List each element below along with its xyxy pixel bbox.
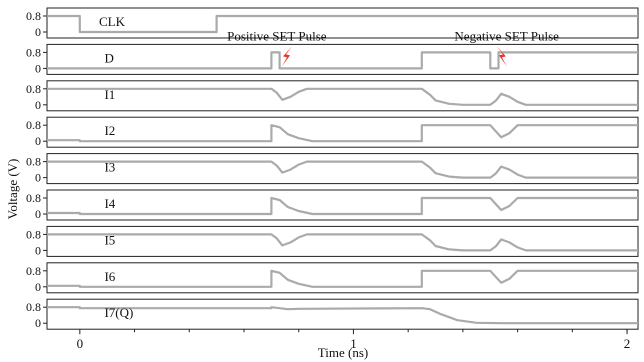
y-tick-label: 0 (35, 171, 41, 185)
panel-i5: 0 0.8 I5 (26, 225, 639, 257)
panel-i1: 0 0.8 I1 (26, 80, 639, 112)
panel-i3: 0 0.8 I3 (26, 153, 639, 185)
panel-frame (46, 43, 639, 75)
annotation-positive-set-pulse: Positive SET Pulse (227, 28, 327, 43)
panel-frame (46, 153, 639, 185)
series-line-clk (47, 14, 638, 34)
series-label-i5: I5 (104, 232, 115, 247)
y-tick-label: 0 (35, 25, 41, 39)
y-tick-label: 0 (35, 61, 41, 75)
y-tick-label: 0 (35, 316, 41, 330)
annotations: Positive SET Pulse Negative SET Pulse (227, 28, 559, 67)
series-line-i7-q (47, 306, 638, 325)
x-tick-label: 2 (624, 336, 631, 351)
panel-frame (46, 189, 639, 221)
series-label-i2: I2 (104, 123, 115, 138)
series-label-i3: I3 (104, 160, 115, 175)
panel-frame (46, 262, 639, 294)
series-line-i3 (47, 160, 638, 179)
panel-frame (46, 298, 639, 330)
y-tick-label: 0 (35, 280, 41, 294)
series-line-i2 (47, 124, 638, 143)
series-line-i6 (47, 269, 638, 288)
y-axis-label: Voltage (V) (5, 159, 20, 220)
panel-frame (46, 116, 639, 148)
series-label-i7-q: I7(Q) (104, 305, 133, 320)
panel-i7-q: 0 0.8 I7(Q) (26, 298, 639, 330)
series-label-d: D (104, 50, 113, 65)
y-tick-label: 0.8 (26, 227, 41, 241)
panels: 0 0.8 CLK 0 0.8 D 0 0.8 I1 0 0.8 I2 0 0.8 I3 0 0.8 I4 0 0.8… (26, 7, 639, 351)
panel-clk: 0 0.8 CLK (26, 7, 639, 39)
lightning-bolt-icon (496, 46, 507, 67)
series-line-d (47, 51, 638, 70)
panel-frame (46, 225, 639, 257)
panel-i2: 0 0.8 I2 (26, 116, 639, 148)
x-tick-label: 1 (350, 336, 357, 351)
panel-d: 0 0.8 D (26, 43, 639, 75)
y-tick-label: 0 (35, 207, 41, 221)
panel-frame (46, 7, 639, 39)
y-tick-label: 0 (35, 134, 41, 148)
y-tick-label: 0.8 (26, 45, 41, 59)
y-tick-label: 0 (35, 243, 41, 257)
series-label-i4: I4 (104, 196, 115, 211)
series-label-clk: CLK (99, 14, 126, 29)
series-line-i1 (47, 87, 638, 106)
series-label-i1: I1 (104, 87, 115, 102)
y-tick-label: 0.8 (26, 191, 41, 205)
y-tick-label: 0.8 (26, 300, 41, 314)
y-tick-label: 0.8 (26, 155, 41, 169)
series-line-i5 (47, 233, 638, 252)
y-tick-label: 0.8 (26, 118, 41, 132)
lightning-bolt-icon (282, 46, 292, 67)
y-tick-label: 0.8 (26, 264, 41, 278)
y-tick-label: 0.8 (26, 9, 41, 23)
panel-frame (46, 80, 639, 112)
series-label-i6: I6 (104, 269, 115, 284)
series-line-i4 (47, 196, 638, 216)
y-tick-label: 0.8 (26, 82, 41, 96)
x-axis-label: Time (ns) (318, 345, 368, 360)
y-tick-label: 0 (35, 98, 41, 112)
panel-i6: 0 0.8 I6 (26, 262, 639, 294)
x-tick-label: 0 (77, 336, 84, 351)
annotation-negative-set-pulse: Negative SET Pulse (454, 28, 559, 43)
panel-i4: 0 0.8 I4 (26, 189, 639, 221)
